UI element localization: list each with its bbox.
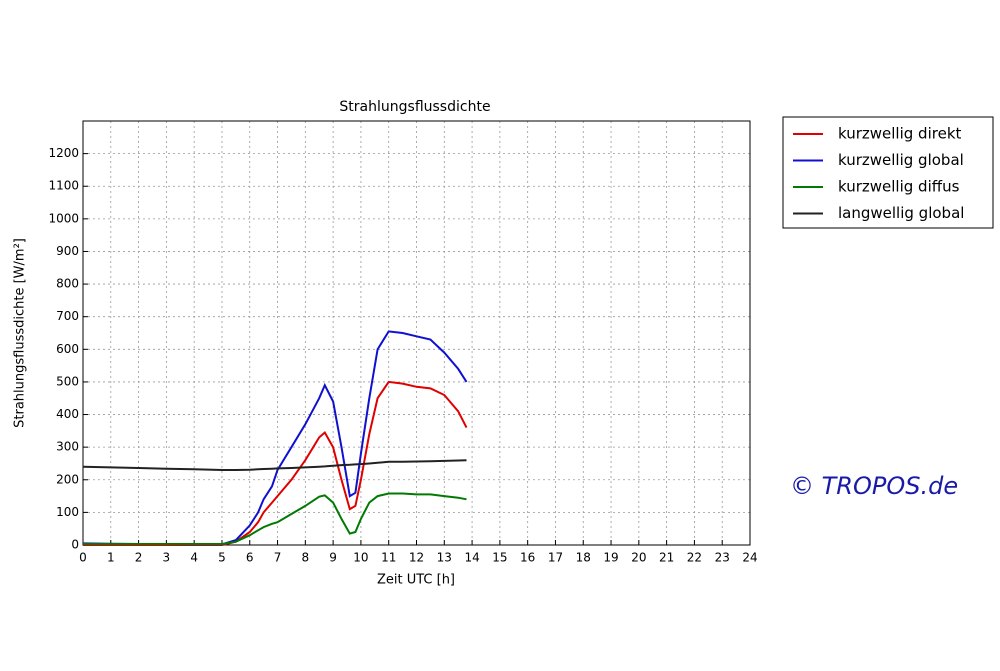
x-tick-label: 2 xyxy=(135,551,143,565)
x-tick-label: 7 xyxy=(274,551,282,565)
data-line xyxy=(83,492,467,545)
y-tick-label: 400 xyxy=(56,407,79,421)
y-tick-label: 1000 xyxy=(48,211,79,225)
data-line xyxy=(82,459,467,471)
y-tick-label: 200 xyxy=(56,472,79,486)
x-tick-label: 11 xyxy=(381,551,396,565)
y-axis-label: Strahlungsflussdichte [W/m²] xyxy=(13,238,28,428)
legend-label: kurzwellig diffus xyxy=(838,178,960,196)
legend-label: langwellig global xyxy=(838,204,964,222)
y-tick-label: 900 xyxy=(56,244,79,258)
y-tick-label: 300 xyxy=(56,440,79,454)
x-tick-label: 9 xyxy=(329,551,337,565)
x-tick-label: 18 xyxy=(576,551,591,565)
legend-label: kurzwellig global xyxy=(838,151,964,169)
plot-frame xyxy=(82,120,751,546)
y-tick-label: 700 xyxy=(56,309,79,323)
x-tick-label: 12 xyxy=(409,551,424,565)
legend-label: kurzwellig direkt xyxy=(838,125,962,143)
x-tick-label: 5 xyxy=(218,551,226,565)
x-tick-label: 4 xyxy=(190,551,198,565)
x-tick-label: 6 xyxy=(246,551,254,565)
y-tick-label: 1200 xyxy=(48,146,79,160)
x-tick-label: 20 xyxy=(631,551,646,565)
x-tick-label: 0 xyxy=(79,551,87,565)
x-axis-label: Zeit UTC [h] xyxy=(377,573,455,588)
x-tick-label: 10 xyxy=(353,551,368,565)
x-tick-label: 24 xyxy=(742,551,757,565)
x-tick-label: 3 xyxy=(163,551,171,565)
x-tick-label: 21 xyxy=(659,551,674,565)
y-tick-label: 500 xyxy=(56,374,79,388)
y-tick-label: 800 xyxy=(56,277,79,291)
x-tick-label: 19 xyxy=(603,551,618,565)
y-tick-label: 1100 xyxy=(48,179,79,193)
y-tick-label: 0 xyxy=(71,538,79,552)
chart-title: Strahlungsflussdichte xyxy=(339,99,490,115)
y-tick-label: 100 xyxy=(56,505,79,519)
x-tick-label: 14 xyxy=(464,551,479,565)
x-tick-label: 15 xyxy=(492,551,507,565)
x-tick-label: 1 xyxy=(107,551,115,565)
x-tick-label: 17 xyxy=(548,551,563,565)
x-tick-label: 22 xyxy=(687,551,702,565)
x-tick-label: 8 xyxy=(302,551,310,565)
x-tick-label: 16 xyxy=(520,551,535,565)
y-tick-label: 600 xyxy=(56,342,79,356)
legend-box xyxy=(782,116,994,229)
x-tick-label: 23 xyxy=(715,551,730,565)
x-tick-label: 13 xyxy=(437,551,452,565)
copyright: © TROPOS.de xyxy=(790,472,958,500)
